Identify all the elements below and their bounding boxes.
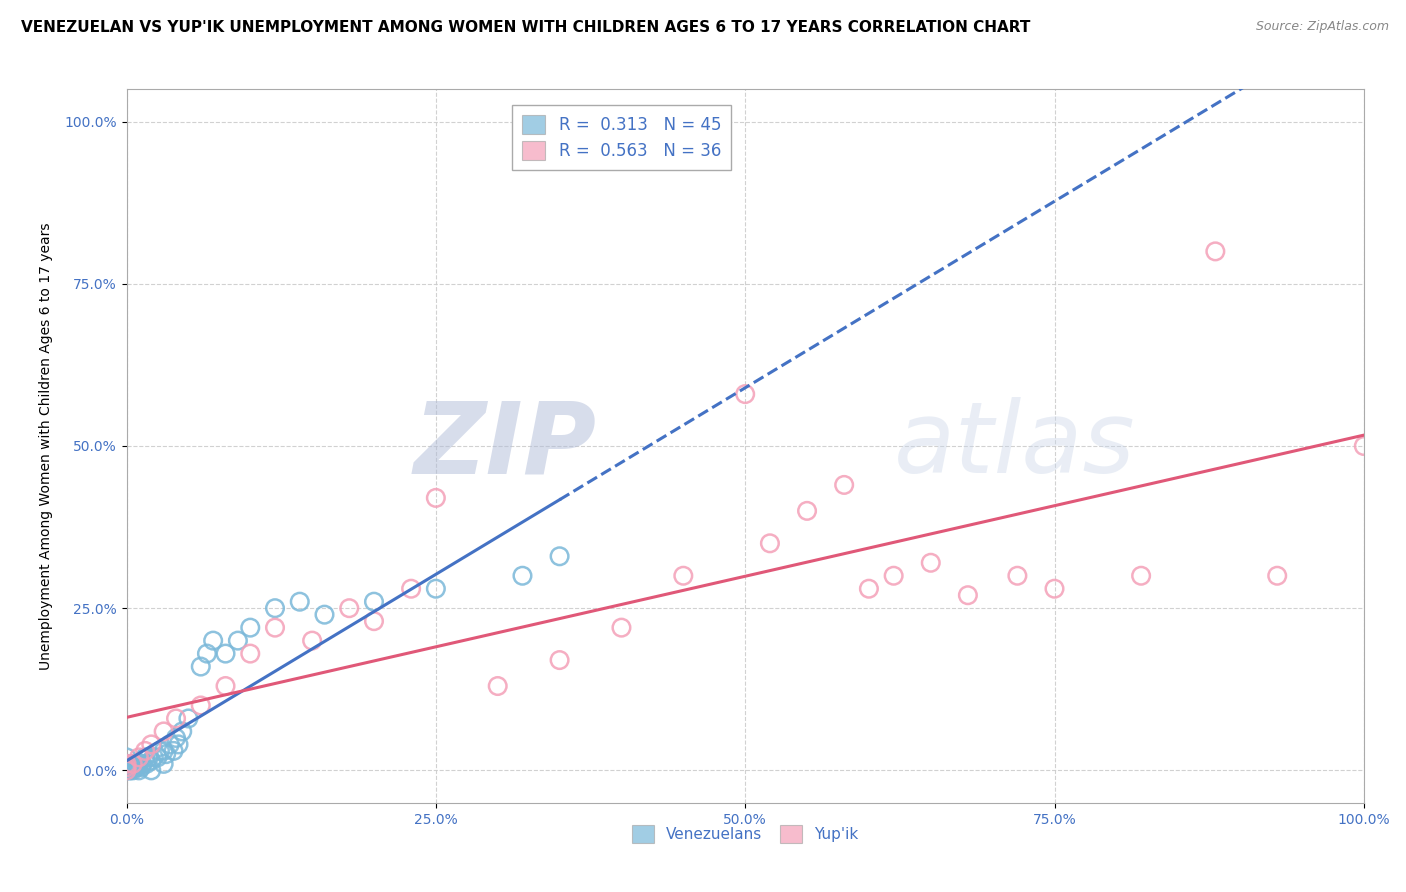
Point xyxy=(120,764,142,778)
Point xyxy=(125,756,148,771)
Point xyxy=(165,711,187,725)
Point xyxy=(301,633,323,648)
Point xyxy=(115,756,138,771)
Point xyxy=(548,549,571,564)
Point xyxy=(337,601,360,615)
Point xyxy=(162,744,184,758)
Text: VENEZUELAN VS YUP'IK UNEMPLOYMENT AMONG WOMEN WITH CHILDREN AGES 6 TO 17 YEARS C: VENEZUELAN VS YUP'IK UNEMPLOYMENT AMONG … xyxy=(21,20,1031,35)
Point xyxy=(1353,439,1375,453)
Point xyxy=(141,764,163,778)
Y-axis label: Unemployment Among Women with Children Ages 6 to 17 years: Unemployment Among Women with Children A… xyxy=(39,222,53,670)
Point xyxy=(512,568,534,582)
Point xyxy=(124,760,146,774)
Point xyxy=(135,756,157,771)
Point xyxy=(128,750,150,764)
Point xyxy=(759,536,782,550)
Point xyxy=(172,724,194,739)
Point xyxy=(122,756,145,771)
Point xyxy=(363,595,385,609)
Point xyxy=(177,711,200,725)
Point xyxy=(1130,568,1153,582)
Point xyxy=(152,756,174,771)
Point xyxy=(858,582,880,596)
Point xyxy=(159,738,181,752)
Point xyxy=(1007,568,1029,582)
Point xyxy=(1265,568,1288,582)
Legend: Venezuelans, Yup'ik: Venezuelans, Yup'ik xyxy=(626,819,865,848)
Point xyxy=(155,747,177,761)
Point xyxy=(264,621,287,635)
Point xyxy=(486,679,509,693)
Point xyxy=(131,756,153,771)
Point xyxy=(142,750,165,764)
Point xyxy=(399,582,422,596)
Point xyxy=(115,760,138,774)
Point xyxy=(832,478,855,492)
Point xyxy=(141,754,163,768)
Point xyxy=(121,760,143,774)
Text: ZIP: ZIP xyxy=(413,398,596,494)
Point xyxy=(115,764,138,778)
Point xyxy=(239,647,262,661)
Point xyxy=(195,647,218,661)
Point xyxy=(239,621,262,635)
Point xyxy=(152,744,174,758)
Text: atlas: atlas xyxy=(894,398,1135,494)
Point xyxy=(152,724,174,739)
Point xyxy=(128,764,150,778)
Point xyxy=(425,582,447,596)
Point xyxy=(115,764,138,778)
Point xyxy=(127,760,149,774)
Point xyxy=(1204,244,1226,259)
Point xyxy=(131,760,153,774)
Point xyxy=(121,764,143,778)
Point xyxy=(226,633,249,648)
Point xyxy=(796,504,818,518)
Point xyxy=(883,568,905,582)
Point xyxy=(264,601,287,615)
Point xyxy=(138,750,160,764)
Point xyxy=(363,614,385,628)
Point xyxy=(920,556,942,570)
Point xyxy=(141,738,163,752)
Point xyxy=(610,621,633,635)
Point xyxy=(190,659,212,673)
Point xyxy=(425,491,447,505)
Point xyxy=(115,750,138,764)
Point xyxy=(734,387,756,401)
Point xyxy=(128,756,150,771)
Point xyxy=(165,731,187,745)
Text: Source: ZipAtlas.com: Source: ZipAtlas.com xyxy=(1256,20,1389,33)
Point xyxy=(214,647,236,661)
Point xyxy=(118,764,141,778)
Point xyxy=(214,679,236,693)
Point xyxy=(190,698,212,713)
Point xyxy=(146,750,169,764)
Point xyxy=(149,744,172,758)
Point xyxy=(314,607,336,622)
Point xyxy=(672,568,695,582)
Point xyxy=(121,756,143,771)
Point xyxy=(548,653,571,667)
Point xyxy=(288,595,311,609)
Point xyxy=(956,588,979,602)
Point xyxy=(1043,582,1066,596)
Point xyxy=(134,744,156,758)
Point xyxy=(202,633,225,648)
Point xyxy=(134,750,156,764)
Point xyxy=(167,738,190,752)
Point xyxy=(115,756,138,771)
